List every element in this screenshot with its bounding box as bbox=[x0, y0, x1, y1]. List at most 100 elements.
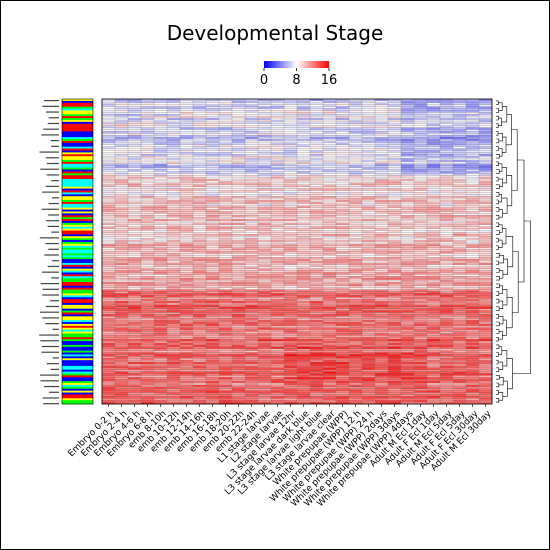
heatmap-cell bbox=[479, 381, 493, 384]
heatmap-cell bbox=[206, 247, 220, 250]
heatmap-cell bbox=[362, 398, 376, 401]
heatmap-cell bbox=[440, 251, 454, 254]
heatmap-cell bbox=[453, 154, 467, 157]
heatmap-cell bbox=[206, 329, 220, 332]
heatmap-cell bbox=[180, 396, 194, 399]
heatmap-cell bbox=[245, 400, 259, 403]
heatmap-cell bbox=[440, 161, 454, 165]
heatmap-cell bbox=[479, 331, 493, 334]
heatmap-cell bbox=[115, 203, 129, 207]
heatmap-cell bbox=[206, 274, 220, 277]
heatmap-cell bbox=[362, 373, 376, 376]
heatmap-cell bbox=[336, 375, 350, 378]
heatmap-cell bbox=[258, 160, 272, 163]
heatmap-cell bbox=[102, 398, 116, 401]
heatmap-cell bbox=[427, 154, 441, 157]
heatmap-cell bbox=[284, 148, 298, 151]
heatmap-cell bbox=[284, 240, 298, 243]
heatmap-cell bbox=[414, 394, 428, 397]
heatmap-cell bbox=[414, 234, 428, 237]
heatmap-cell bbox=[466, 304, 480, 308]
heatmap-cell bbox=[284, 142, 298, 146]
heatmap-cell bbox=[141, 167, 155, 170]
heatmap-cell bbox=[141, 140, 155, 144]
heatmap-cell bbox=[154, 352, 168, 355]
heatmap-cell bbox=[440, 388, 454, 391]
heatmap-cell bbox=[336, 379, 350, 382]
heatmap-cell bbox=[219, 180, 233, 184]
heatmap-cell bbox=[245, 377, 259, 380]
heatmap-cell bbox=[141, 264, 155, 268]
heatmap-cell bbox=[271, 99, 285, 102]
heatmap-cell bbox=[427, 249, 441, 252]
heatmap-cell bbox=[271, 188, 285, 191]
heatmap-cell bbox=[349, 297, 363, 300]
heatmap-cell bbox=[362, 131, 376, 134]
heatmap-cell bbox=[414, 402, 428, 405]
heatmap-cell bbox=[154, 346, 168, 350]
heatmap-cell bbox=[206, 228, 220, 231]
heatmap-cell bbox=[401, 322, 415, 325]
heatmap-cell bbox=[141, 232, 155, 235]
heatmap-cell bbox=[440, 299, 454, 302]
heatmap-cell bbox=[271, 180, 285, 184]
heatmap-cell bbox=[206, 363, 220, 367]
heatmap-cell bbox=[349, 306, 363, 309]
heatmap-cell bbox=[167, 301, 181, 304]
heatmap-cell bbox=[193, 192, 207, 195]
heatmap-cell bbox=[479, 230, 493, 233]
heatmap-cell bbox=[167, 112, 181, 115]
heatmap-cell bbox=[219, 221, 233, 224]
heatmap-cell bbox=[232, 209, 246, 212]
heatmap-cell bbox=[375, 331, 389, 334]
heatmap-cell bbox=[336, 123, 350, 126]
heatmap-cell bbox=[362, 333, 376, 336]
heatmap-cell bbox=[466, 316, 480, 319]
heatmap-cell bbox=[245, 179, 259, 182]
heatmap-cell bbox=[336, 354, 350, 357]
heatmap-cell bbox=[479, 293, 493, 296]
heatmap-cell bbox=[401, 116, 415, 119]
heatmap-cell bbox=[414, 108, 428, 111]
heatmap-cell bbox=[375, 253, 389, 256]
heatmap-cell bbox=[310, 379, 324, 382]
heatmap-cell bbox=[427, 102, 441, 106]
heatmap-cell bbox=[453, 228, 467, 231]
heatmap-cell bbox=[453, 306, 467, 309]
heatmap-cell bbox=[375, 177, 389, 180]
heatmap-cell bbox=[232, 316, 246, 319]
heatmap-cell bbox=[206, 255, 220, 258]
heatmap-cell bbox=[427, 398, 441, 401]
heatmap-cell bbox=[349, 112, 363, 115]
heatmap-cell bbox=[427, 367, 441, 370]
heatmap-cell bbox=[349, 129, 363, 132]
heatmap-cell bbox=[141, 251, 155, 254]
heatmap-cell bbox=[323, 148, 337, 151]
heatmap-cell bbox=[271, 381, 285, 384]
heatmap-cell bbox=[375, 356, 389, 359]
heatmap-cell bbox=[206, 125, 220, 128]
heatmap-cell bbox=[128, 394, 142, 397]
heatmap-cell bbox=[193, 310, 207, 313]
heatmap-cell bbox=[440, 119, 454, 123]
heatmap-cell bbox=[401, 365, 415, 369]
heatmap-cell bbox=[310, 367, 324, 370]
heatmap-cell bbox=[206, 285, 220, 289]
heatmap-cell bbox=[401, 383, 415, 386]
heatmap-cell bbox=[414, 184, 428, 187]
heatmap-cell bbox=[167, 363, 181, 367]
heatmap-cell bbox=[453, 358, 467, 361]
heatmap-cell bbox=[427, 301, 441, 304]
heatmap-cell bbox=[310, 236, 324, 239]
heatmap-cell bbox=[206, 289, 220, 292]
heatmap-cell bbox=[102, 386, 116, 390]
heatmap-cell bbox=[388, 175, 402, 178]
heatmap-cell bbox=[297, 232, 311, 235]
heatmap-cell bbox=[245, 386, 259, 390]
heatmap-cell bbox=[284, 301, 298, 304]
heatmap-cell bbox=[258, 201, 272, 205]
heatmap-cell bbox=[297, 139, 311, 142]
heatmap-cell bbox=[375, 112, 389, 115]
heatmap-cell bbox=[427, 116, 441, 119]
heatmap-cell bbox=[219, 369, 233, 372]
